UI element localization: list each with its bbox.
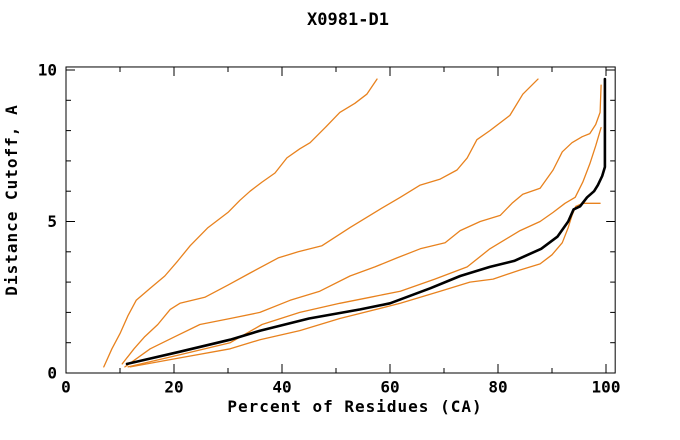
- x-tick-label: 0: [61, 378, 71, 397]
- tick-labels-group: 0 20 40 60 80 100 0 5 10: [38, 61, 621, 397]
- orange-curve-3: [124, 84, 602, 368]
- y-tick-label: 10: [38, 61, 57, 80]
- orange-curve-2: [121, 78, 539, 365]
- x-tick-label: 20: [164, 378, 183, 397]
- orange-curve-4: [127, 126, 602, 368]
- y-axis-label: Distance Cutoff, A: [2, 104, 21, 295]
- orange-curve-5: [129, 202, 601, 368]
- orange-curve-1: [103, 78, 378, 368]
- x-axis-label: Percent of Residues (CA): [227, 397, 482, 416]
- x-tick-label: 60: [380, 378, 399, 397]
- y-tick-label: 5: [47, 212, 57, 231]
- x-tick-label: 40: [272, 378, 291, 397]
- x-tick-label: 100: [592, 378, 621, 397]
- axes-group: [65, 66, 616, 374]
- chart-title: X0981-D1: [307, 10, 389, 30]
- black-reference-curve: [125, 77, 607, 366]
- y-tick-label: 0: [47, 364, 57, 383]
- x-tick-label: 80: [488, 378, 507, 397]
- curve-series-group: [103, 77, 607, 368]
- plot-frame: [65, 66, 616, 374]
